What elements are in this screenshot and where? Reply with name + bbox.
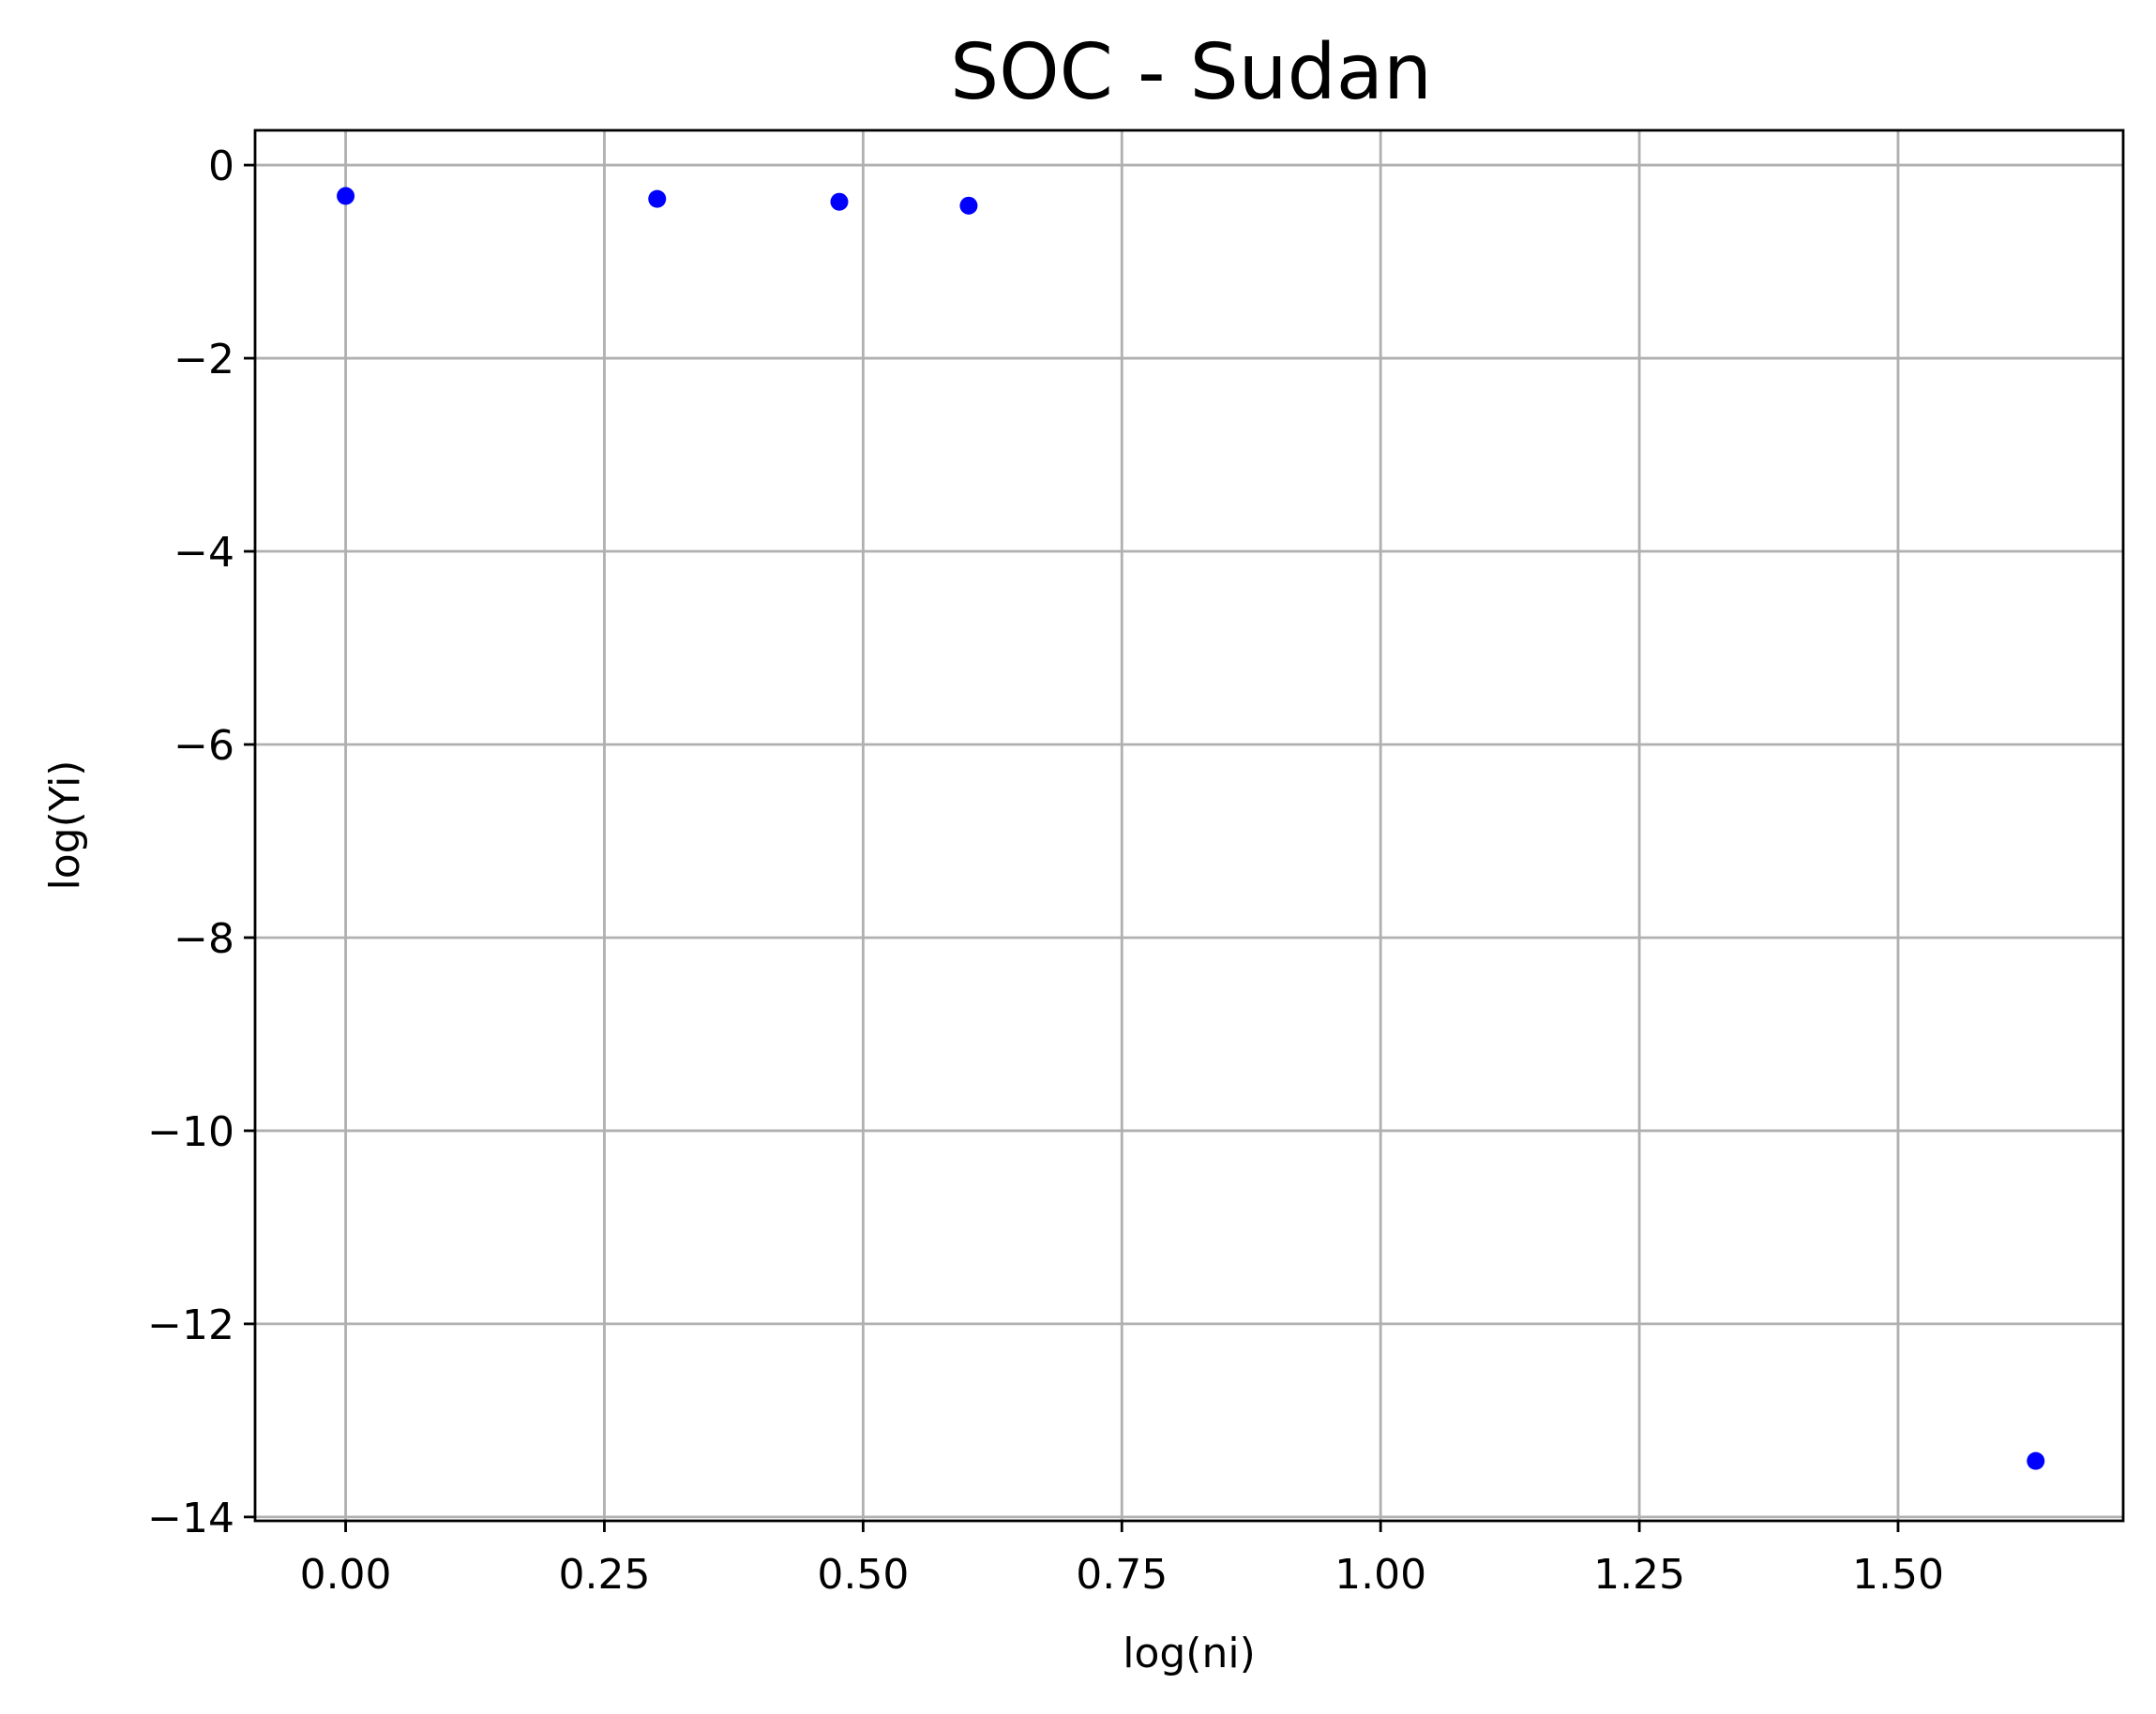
grid	[255, 130, 2123, 1521]
data-point	[830, 192, 849, 211]
data-point	[2027, 1451, 2045, 1470]
x-tick-label: 0.25	[558, 1551, 650, 1599]
y-tick-label: −14	[147, 1495, 234, 1542]
x-axis-label: log(ni)	[1123, 1630, 1256, 1677]
y-tick-label: −2	[173, 336, 234, 383]
x-tick-label: 1.50	[1852, 1551, 1944, 1599]
y-tick-label: −12	[147, 1301, 234, 1349]
y-tick-label: −4	[173, 529, 234, 577]
data-points	[337, 187, 2045, 1470]
data-point	[648, 189, 667, 208]
x-tick-label: 0.00	[300, 1551, 392, 1599]
y-axis-label: log(Yi)	[41, 760, 89, 891]
y-tick-label: 0	[208, 143, 234, 190]
y-tick-label: −6	[173, 722, 234, 770]
x-tick-label: 1.00	[1334, 1551, 1426, 1599]
y-tick-label: −8	[173, 915, 234, 963]
data-point	[959, 196, 978, 215]
data-point	[337, 187, 355, 205]
plot-frame	[253, 128, 2125, 1523]
chart-title: SOC - Sudan	[950, 28, 1432, 117]
y-tick-label: −10	[147, 1108, 234, 1156]
y-axis-ticks: 0 −2 −4 −6 −8 −10 −12 −14	[147, 143, 255, 1542]
x-tick-label: 0.50	[817, 1551, 909, 1599]
x-tick-label: 1.25	[1593, 1551, 1685, 1599]
x-axis-ticks: 0.00 0.25 0.50 0.75 1.00 1.25 1.50	[300, 1521, 1944, 1599]
x-tick-label: 0.75	[1076, 1551, 1168, 1599]
